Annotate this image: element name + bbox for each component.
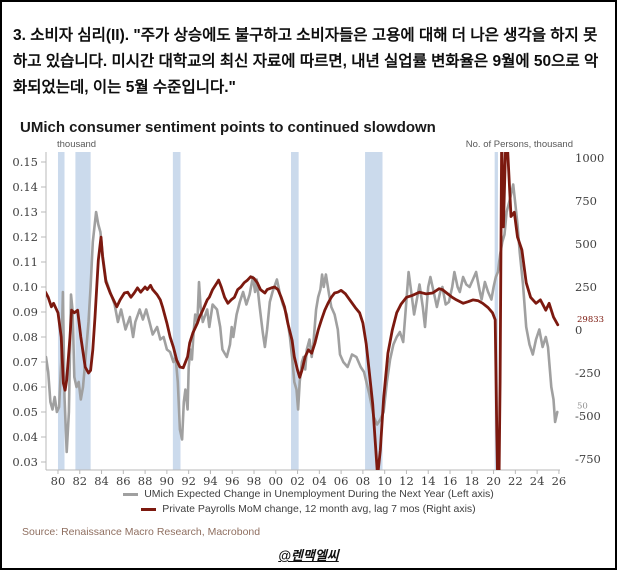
recession-band [172,152,181,470]
x-tick-label: 12 [399,474,414,488]
left-tick-label: 0.13 [12,205,38,219]
left-axis-unit-label: thousand [57,139,96,150]
x-tick-label: 22 [508,474,523,488]
header-quote: "주가 상승에도 불구하고 소비자들은 고용에 대해 더 나은 생각을 하지 못… [13,26,599,96]
x-tick-label: 04 [312,474,327,488]
x-tick-label: 90 [160,474,175,488]
x-tick-label: 02 [290,474,305,488]
watermark-handle[interactable]: @렌맥엘씨 [278,548,339,563]
x-tick-label: 98 [247,474,262,488]
x-tick-label: 94 [203,474,218,488]
left-tick-label: 0.08 [12,330,38,344]
series-line-left [46,183,559,454]
right-axis-unit-label: No. of Persons, thousand [466,139,573,150]
left-tick-label: 0.04 [12,430,38,444]
legend-label: Private Payrolls MoM change, 12 month av… [162,503,476,515]
left-tick-label: 0.15 [12,155,38,169]
x-tick-label: 14 [421,474,436,488]
x-tick-label: 84 [94,474,109,488]
end-label-bg [574,399,604,412]
legend-swatch-icon [141,507,157,511]
x-tick-label: 08 [356,474,371,488]
series-line-right [46,152,560,470]
left-tick-label: 0.11 [12,255,38,269]
right-tick-label: 1000 [575,151,604,165]
x-tick-label: 80 [51,474,66,488]
x-tick-label: 92 [181,474,196,488]
source-note: Source: Renaissance Macro Research, Macr… [22,526,261,538]
header-text: 3. 소비자 심리(II). "주가 상승에도 불구하고 소비자들은 고용에 대… [13,23,604,101]
header-lead: 3. 소비자 심리(II). [13,26,130,44]
end-label-bg [574,313,604,326]
chart-legend: UMich Expected Change in Unemployment Du… [0,487,617,516]
x-tick-label: 82 [72,474,87,488]
legend-item-1: Private Payrolls MoM change, 12 month av… [141,502,476,516]
left-tick-label: 0.12 [12,230,38,244]
recession-band [291,152,299,470]
left-tick-label: 0.07 [12,355,38,369]
legend-item-0: UMich Expected Change in Unemployment Du… [123,487,494,501]
left-tick-label: 0.06 [12,380,38,394]
left-tick-label: 0.14 [12,180,38,194]
recession-band [494,152,498,470]
chart-title: UMich consumer sentiment points to conti… [20,119,436,136]
x-tick-label: 26 [552,474,567,488]
left-tick-label: 0.03 [12,455,38,469]
series-end-label: 29833 [577,315,604,325]
x-tick-label: 88 [138,474,153,488]
x-tick-label: 10 [377,474,392,488]
x-tick-label: 06 [334,474,349,488]
right-tick-label: 250 [575,280,597,294]
right-tick-label: 0 [575,323,582,337]
x-tick-label: 18 [464,474,479,488]
legend-swatch-icon [123,492,139,496]
x-tick-label: 00 [268,474,283,488]
x-tick-label: 86 [116,474,131,488]
right-tick-label: -750 [575,452,601,466]
x-tick-label: 96 [225,474,240,488]
left-tick-label: 0.05 [12,405,38,419]
x-tick-label: 16 [443,474,458,488]
x-tick-label: 24 [530,474,545,488]
right-tick-label: -250 [575,366,601,380]
series-end-label: 50 [577,402,588,412]
left-tick-label: 0.10 [12,280,38,294]
x-tick-label: 20 [486,474,501,488]
right-tick-label: 750 [575,194,597,208]
left-tick-label: 0.09 [12,305,38,319]
legend-label: UMich Expected Change in Unemployment Du… [144,488,494,500]
right-tick-label: 500 [575,237,597,251]
right-tick-label: -500 [575,409,601,423]
